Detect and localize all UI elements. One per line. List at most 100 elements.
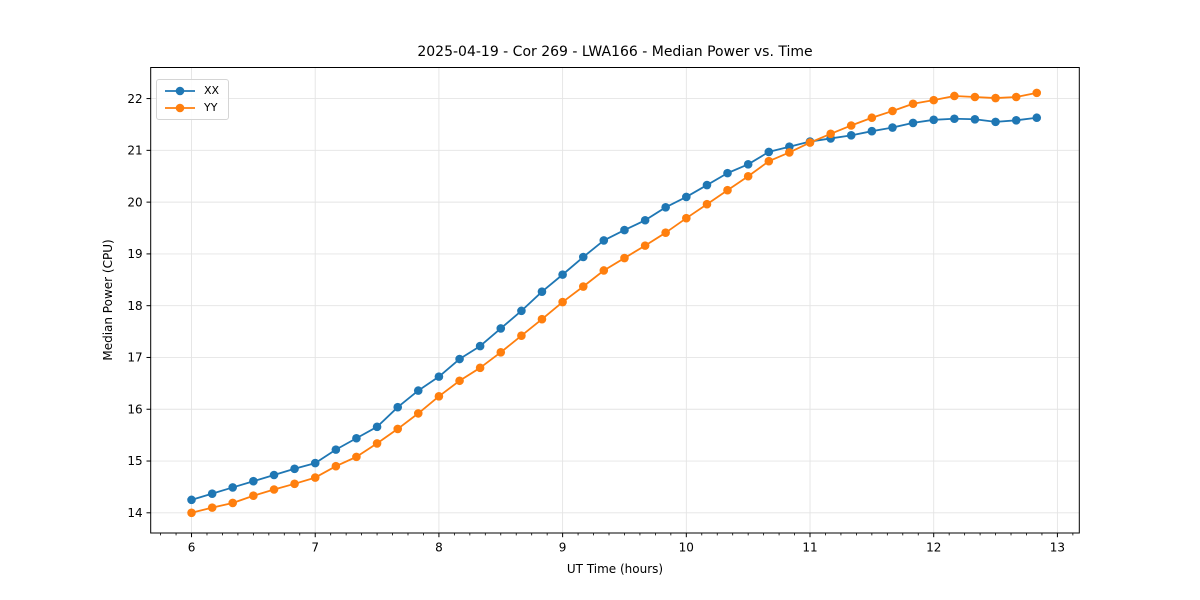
data-point-xx	[640, 215, 650, 225]
data-point-xx	[393, 402, 403, 412]
y-tick-label: 21	[127, 144, 142, 158]
data-point-yy	[207, 503, 217, 512]
legend-line-marker-icon	[165, 86, 195, 96]
data-point-xx	[661, 203, 670, 212]
data-point-yy	[187, 508, 196, 518]
data-point-yy	[702, 199, 712, 209]
x-tick-label: 12	[926, 541, 941, 555]
data-point-yy	[826, 129, 835, 139]
data-point-yy	[434, 392, 444, 401]
legend-item-yy: YY	[164, 102, 219, 114]
y-tick-label: 22	[127, 92, 142, 106]
x-tick-label: 9	[559, 541, 567, 555]
data-point-yy	[537, 314, 547, 324]
data-point-yy	[682, 213, 691, 223]
data-point-yy	[475, 363, 485, 373]
data-point-yy	[723, 185, 732, 195]
data-point-xx	[908, 118, 918, 128]
data-point-yy	[269, 485, 279, 494]
data-point-yy	[1032, 88, 1042, 98]
data-point-yy	[578, 282, 588, 291]
x-axis-label: UT Time (hours)	[566, 562, 664, 576]
data-point-xx	[537, 287, 547, 297]
x-tick-label: 11	[802, 541, 817, 555]
data-point-xx	[269, 470, 279, 480]
data-point-yy	[846, 121, 856, 130]
data-point-xx	[475, 341, 485, 351]
data-point-yy	[558, 297, 567, 307]
data-point-yy	[970, 92, 980, 102]
data-point-xx	[950, 114, 959, 124]
data-point-yy	[352, 452, 361, 462]
data-point-xx	[682, 192, 691, 202]
y-tick-label: 14	[127, 506, 142, 520]
series-line-yy	[190, 91, 1038, 514]
data-point-xx	[702, 180, 712, 190]
data-point-yy	[929, 95, 939, 105]
data-point-xx	[867, 126, 877, 136]
data-point-xx	[290, 464, 299, 474]
data-point-xx	[187, 495, 196, 505]
data-point-yy	[331, 461, 341, 471]
y-tick-label: 16	[127, 402, 142, 416]
data-point-xx	[228, 483, 238, 492]
data-point-yy	[455, 376, 464, 386]
data-point-yy	[805, 138, 815, 147]
data-point-yy	[867, 113, 877, 123]
data-point-yy	[991, 93, 1000, 103]
data-point-yy	[661, 228, 670, 237]
data-point-yy	[620, 253, 629, 263]
legend-label: YY	[204, 101, 218, 114]
data-point-xx	[249, 476, 258, 486]
data-point-yy	[496, 347, 506, 357]
data-point-xx	[310, 458, 320, 468]
data-point-yy	[249, 491, 258, 501]
data-point-yy	[640, 241, 650, 250]
data-point-xx	[846, 131, 856, 140]
y-tick-label: 20	[127, 195, 142, 209]
data-point-xx	[991, 117, 1000, 127]
axes-spines	[150, 67, 1080, 534]
data-point-xx	[434, 372, 444, 381]
y-axis-label: Median Power (CPU)	[101, 239, 115, 361]
x-tick-label: 10	[679, 541, 694, 555]
data-point-xx	[888, 123, 897, 132]
y-tick-label: 18	[127, 299, 142, 313]
data-point-xx	[496, 324, 506, 333]
y-tick-label: 19	[127, 247, 142, 261]
legend-item-xx: XX	[164, 85, 219, 97]
data-point-xx	[1032, 113, 1042, 123]
data-point-xx	[929, 115, 939, 125]
data-point-yy	[310, 473, 320, 482]
data-point-yy	[599, 266, 609, 275]
data-point-xx	[970, 114, 980, 124]
data-point-yy	[908, 99, 918, 109]
data-point-xx	[723, 168, 732, 178]
data-point-yy	[743, 171, 753, 181]
data-point-xx	[352, 433, 361, 443]
data-point-xx	[517, 306, 526, 316]
data-point-yy	[1011, 92, 1021, 102]
y-tick-label: 17	[127, 351, 142, 365]
data-point-xx	[1011, 116, 1021, 125]
series-line-xx	[190, 116, 1038, 501]
data-point-yy	[785, 148, 794, 157]
data-point-yy	[393, 424, 403, 434]
legend-label: XX	[204, 84, 220, 97]
data-point-xx	[207, 489, 217, 498]
data-point-xx	[558, 270, 567, 279]
x-tick-label: 7	[311, 541, 319, 555]
legend: XX YY	[156, 79, 230, 120]
data-point-yy	[764, 156, 774, 166]
data-point-yy	[888, 106, 897, 116]
data-point-xx	[413, 386, 423, 395]
data-point-xx	[743, 160, 753, 169]
data-point-xx	[578, 252, 588, 262]
data-point-xx	[455, 354, 464, 364]
data-point-yy	[372, 439, 382, 448]
y-tick-label: 15	[127, 454, 142, 468]
data-point-yy	[290, 479, 299, 489]
data-point-yy	[228, 498, 238, 508]
